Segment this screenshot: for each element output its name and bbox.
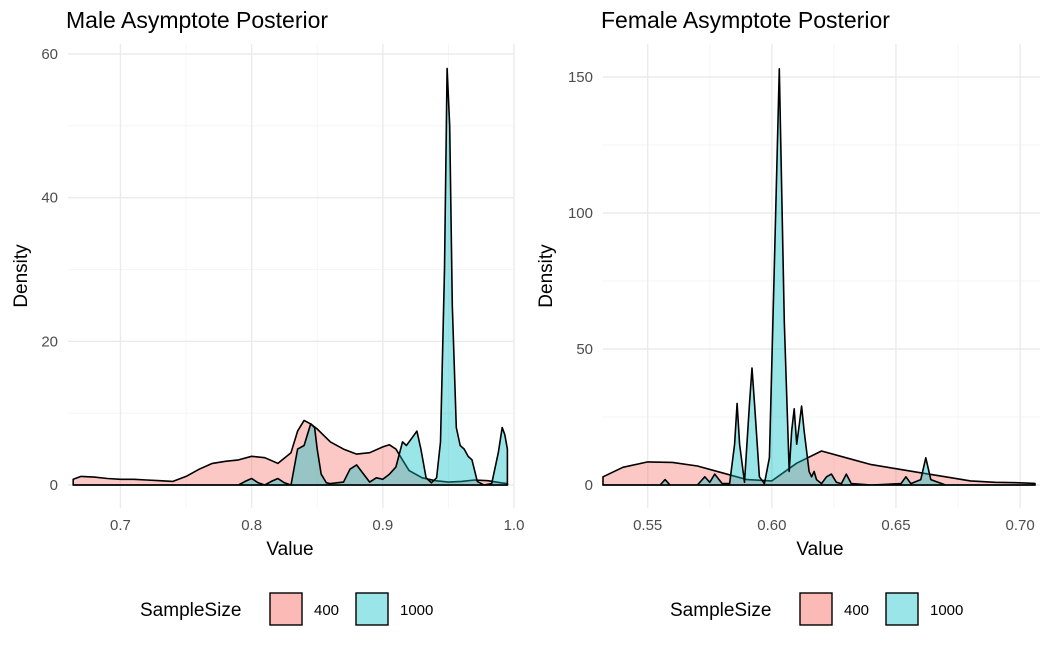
female-legend-key-400	[799, 592, 833, 626]
x-tick-label: 0.7	[110, 517, 131, 534]
male-legend: SampleSize 400 1000	[140, 592, 433, 626]
y-tick-label: 20	[41, 333, 58, 350]
male-legend-key-1000	[355, 592, 389, 626]
female-x-axis-title: Value	[796, 539, 843, 560]
female-legend: SampleSize 400 1000	[670, 592, 963, 626]
density-area-1000	[72, 67, 509, 486]
x-tick-label: 0.70	[1006, 517, 1035, 534]
panel-female: Female Asymptote Posterior 0.55 0.60 0.65 0…	[536, 7, 1040, 626]
density-area-1000	[602, 68, 1036, 486]
density-area-400	[72, 419, 509, 486]
female-x-tick-labels: 0.55 0.60 0.65 0.70	[633, 517, 1035, 534]
female-legend-key-1000	[885, 592, 919, 626]
male-x-axis-title: Value	[266, 539, 313, 560]
female-y-tick-labels: 0 50 100 150	[568, 69, 593, 494]
male-y-tick-labels: 0 20 40 60	[41, 46, 58, 494]
y-tick-label: 40	[41, 190, 58, 207]
x-tick-label: 1.0	[504, 517, 525, 534]
male-title: Male Asymptote Posterior	[66, 7, 328, 33]
y-tick-label: 0	[50, 477, 58, 494]
female-legend-label-400: 400	[844, 602, 869, 619]
x-tick-label: 0.8	[241, 517, 262, 534]
y-tick-label: 100	[568, 205, 593, 222]
panel-male: Male Asymptote Posterior 0.7 0.8 0.9 1.0 0 2…	[11, 7, 524, 626]
y-tick-label: 150	[568, 69, 593, 86]
female-grid	[603, 44, 1040, 508]
male-legend-key-400	[269, 592, 303, 626]
male-legend-label-1000: 1000	[400, 602, 433, 619]
x-tick-label: 0.60	[757, 517, 786, 534]
female-legend-title: SampleSize	[670, 600, 771, 621]
y-tick-label: 50	[576, 341, 593, 358]
male-y-axis-title: Density	[11, 244, 32, 308]
y-tick-label: 0	[585, 477, 593, 494]
male-density-areas	[72, 67, 509, 486]
female-legend-label-1000: 1000	[930, 602, 963, 619]
male-legend-label-400: 400	[314, 602, 339, 619]
density-area-400	[602, 450, 1036, 486]
female-title: Female Asymptote Posterior	[601, 7, 890, 33]
female-y-axis-title: Density	[536, 244, 557, 308]
x-tick-label: 0.55	[633, 517, 662, 534]
x-tick-label: 0.9	[372, 517, 393, 534]
x-tick-label: 0.65	[881, 517, 910, 534]
female-density-areas	[602, 68, 1036, 486]
male-legend-title: SampleSize	[140, 600, 241, 621]
male-x-tick-labels: 0.7 0.8 0.9 1.0	[110, 517, 524, 534]
y-tick-label: 60	[41, 46, 58, 63]
